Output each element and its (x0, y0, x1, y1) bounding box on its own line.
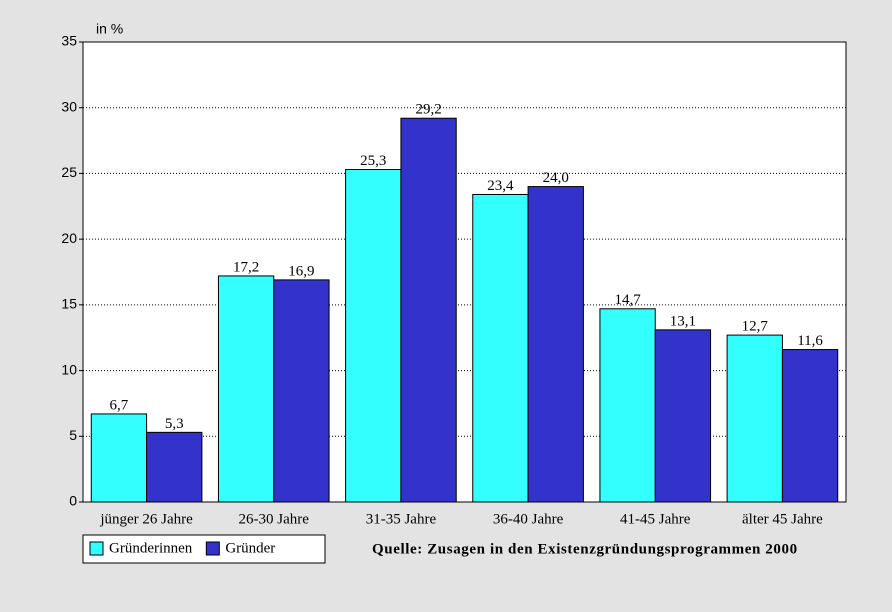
y-tick-label: 15 (61, 296, 77, 312)
bar (599, 308, 656, 503)
y-tick-label: 35 (61, 33, 77, 49)
x-tick-label: jünger 26 Jahre (99, 511, 193, 527)
y-tick-label: 5 (69, 427, 77, 443)
value-label: 23,4 (487, 178, 514, 194)
legend-box (82, 534, 326, 564)
bar (726, 334, 783, 503)
bar (527, 186, 584, 503)
bar (400, 117, 457, 503)
y-tick-label: 0 (69, 493, 77, 509)
plot-border (82, 41, 847, 503)
y-tick-label: 25 (61, 164, 77, 180)
value-label: 16,9 (288, 263, 314, 279)
value-label: 5,3 (165, 416, 184, 432)
value-label: 13,1 (670, 313, 696, 329)
bar (90, 413, 148, 503)
y-tick-label: 20 (61, 230, 77, 246)
x-tick-label: 31-35 Jahre (366, 511, 437, 527)
x-tick-label: älter 45 Jahre (742, 511, 823, 527)
y-tick-label: 30 (61, 98, 77, 114)
legend-swatch (89, 541, 104, 556)
value-label: 25,3 (360, 153, 386, 169)
x-tick-label: 41-45 Jahre (620, 511, 691, 527)
value-label: 12,7 (742, 319, 769, 335)
y-axis-label: in % (96, 21, 123, 37)
bar (146, 431, 203, 503)
value-label: 11,6 (797, 333, 823, 349)
bar (217, 275, 275, 503)
x-tick-label: 36-40 Jahre (493, 511, 564, 527)
bar (472, 193, 529, 503)
bar (273, 279, 330, 503)
value-label: 6,7 (110, 397, 129, 413)
value-label: 24,0 (543, 170, 569, 186)
x-tick-label: 26-30 Jahre (239, 511, 310, 527)
source-note: Quelle: Zusagen in den Existenzgründungs… (372, 541, 798, 557)
value-label: 14,7 (614, 292, 641, 308)
legend-swatch (205, 541, 220, 556)
plot-area (83, 42, 846, 502)
legend-label: Gründerinnen (109, 540, 193, 556)
bar (345, 168, 402, 503)
bar (654, 329, 712, 503)
y-tick-label: 10 (61, 361, 77, 377)
bar (781, 349, 839, 503)
value-label: 29,2 (415, 102, 441, 118)
legend-label: Gründer (225, 540, 275, 556)
value-label: 17,2 (233, 259, 259, 275)
